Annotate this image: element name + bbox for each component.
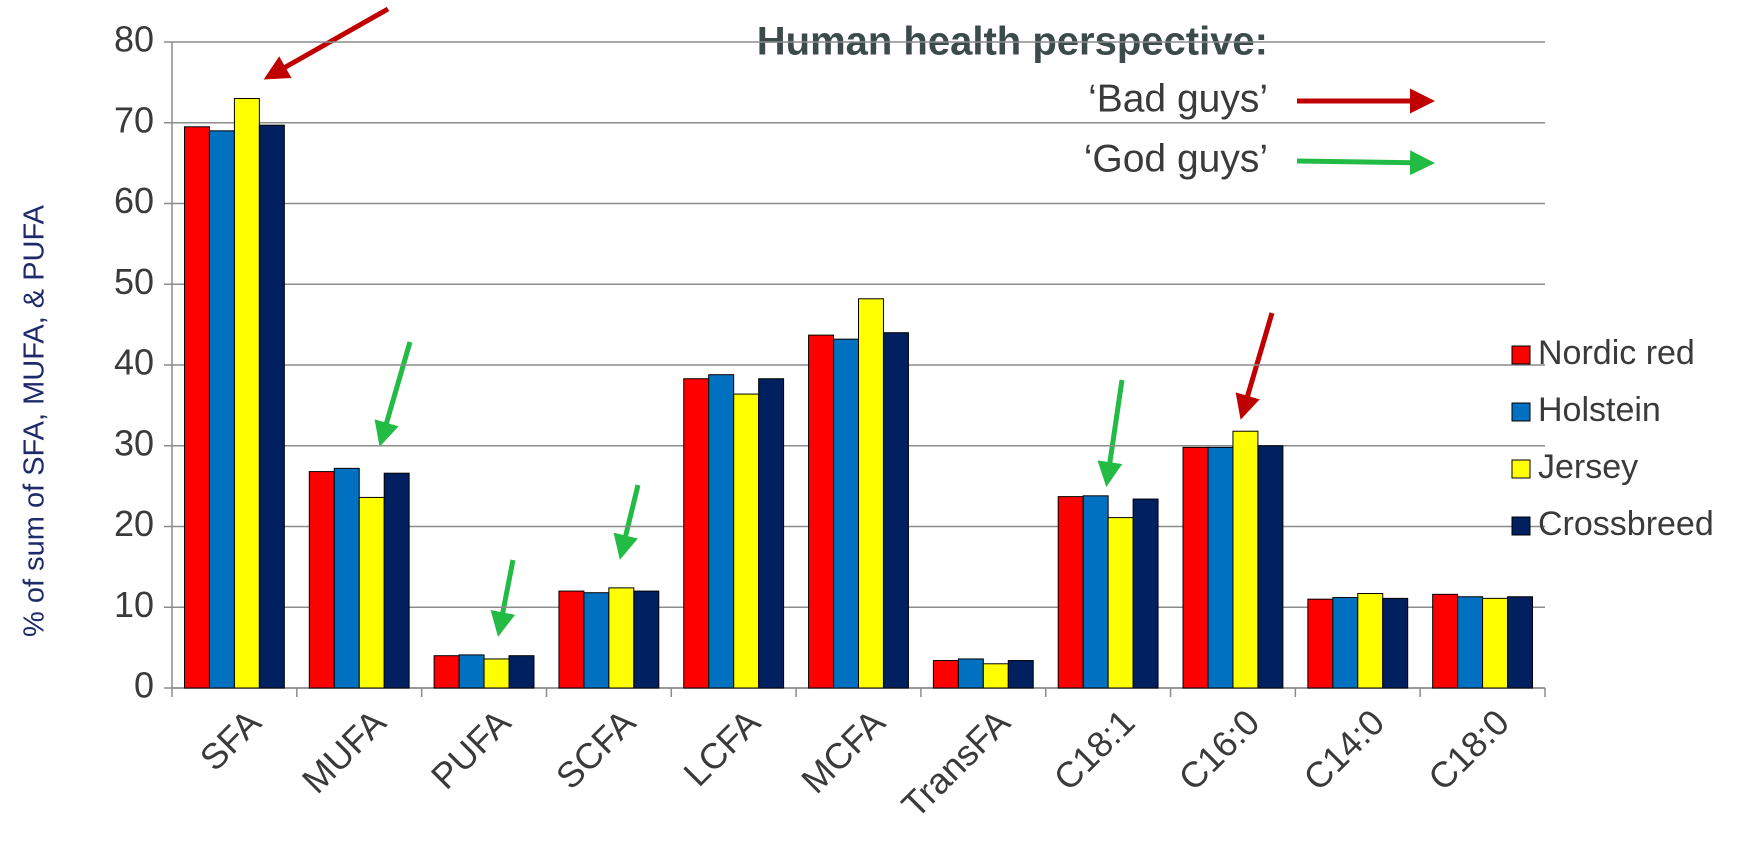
x-tick-label: C16:0 [1170, 701, 1267, 798]
bar [683, 378, 710, 689]
bar [1182, 446, 1209, 689]
bar [1207, 446, 1234, 689]
y-tick-label: 50 [114, 261, 154, 302]
bar [483, 658, 510, 689]
bar [957, 658, 984, 689]
y-tick-label: 10 [114, 584, 154, 625]
y-tick-label: 30 [114, 422, 154, 463]
arrow [1296, 150, 1435, 176]
x-tick-label: SCFA [548, 701, 643, 796]
bar [308, 471, 335, 689]
bar [1507, 596, 1534, 689]
legend-swatch [1511, 516, 1531, 536]
bar [1457, 596, 1484, 689]
x-tick-label: MUFA [294, 701, 394, 801]
annotation-bad: ‘Bad guys’ [1088, 77, 1268, 120]
bar [383, 472, 410, 689]
bar [233, 98, 260, 689]
bar [708, 374, 735, 689]
arrow [374, 341, 413, 447]
bar [358, 496, 385, 689]
x-tick-label: LCFA [675, 701, 768, 794]
bar [1482, 597, 1509, 689]
bar [833, 338, 860, 689]
bar [183, 126, 210, 689]
x-tick-label: C18:0 [1420, 701, 1517, 798]
x-tick-label: MCFA [793, 701, 893, 801]
bar [583, 592, 610, 689]
annotation-good: ‘God guys’ [1084, 137, 1268, 180]
legend-swatch [1511, 402, 1531, 422]
bar [733, 393, 760, 689]
bar [1382, 597, 1409, 689]
x-tick-label: C18:1 [1046, 701, 1143, 798]
bar [1132, 498, 1159, 689]
x-tick-label: SFA [192, 701, 269, 778]
y-axis-label: % of sum of SFA, MUFA, & PUFA [19, 204, 51, 637]
legend-swatch [1511, 345, 1531, 365]
bar [882, 332, 909, 689]
bar [1232, 430, 1259, 689]
legend-label: Nordic red [1538, 334, 1695, 372]
y-tick-label: 0 [134, 665, 154, 706]
bar [808, 334, 835, 689]
arrows [263, 6, 1435, 637]
y-tick-label: 40 [114, 342, 154, 383]
bar [858, 298, 884, 689]
bar [433, 655, 460, 689]
bar [758, 378, 785, 689]
bar [1332, 597, 1359, 689]
bar [1082, 495, 1109, 689]
bar [1307, 598, 1334, 689]
bar [333, 467, 360, 689]
bar [1357, 593, 1384, 689]
y-tick-label: 20 [114, 503, 154, 544]
arrow [490, 559, 516, 637]
arrow [1235, 312, 1275, 420]
legend-label: Holstein [1538, 391, 1661, 429]
legend-label: Crossbreed [1538, 505, 1714, 543]
legend-swatch [1511, 459, 1531, 479]
bar [508, 655, 535, 689]
bar [558, 590, 585, 689]
y-tick-label: 80 [114, 19, 154, 60]
bar [458, 654, 485, 689]
arrow [263, 6, 390, 80]
arrow [1097, 379, 1125, 487]
bar [1007, 660, 1034, 689]
legend-label: Jersey [1538, 448, 1638, 486]
bar [608, 587, 635, 689]
bar [932, 660, 959, 689]
y-tick-label: 60 [114, 180, 154, 221]
bar [1257, 445, 1284, 689]
bar [1107, 517, 1134, 689]
bar [258, 124, 285, 689]
bar [633, 590, 660, 689]
x-tick-label: TransFA [893, 701, 1017, 825]
bar [982, 663, 1009, 689]
bar [208, 130, 235, 689]
x-tick-label: PUFA [423, 701, 518, 796]
bar [1057, 496, 1084, 689]
y-tick-label: 70 [114, 99, 154, 140]
bar [1432, 593, 1459, 689]
x-tick-label: C14:0 [1295, 701, 1392, 798]
arrow [613, 484, 641, 560]
